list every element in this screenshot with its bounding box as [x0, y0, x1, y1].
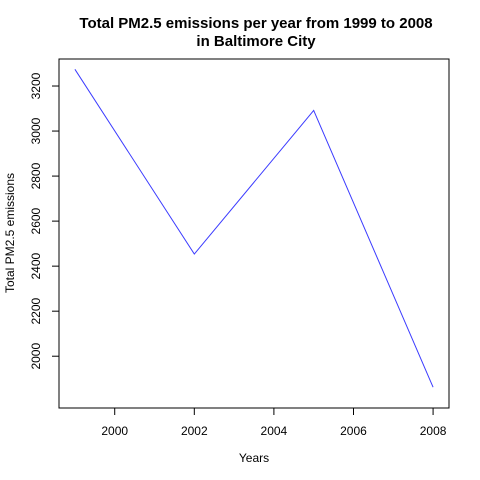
y-tick-label: 3200: [29, 72, 43, 99]
y-tick-label: 2400: [29, 252, 43, 279]
x-axis: 2000 2002 2004 2006 2008: [101, 408, 447, 438]
x-tick-label: 2006: [340, 424, 367, 438]
series-line: [74, 69, 434, 388]
y-tick-label: 2600: [29, 207, 43, 234]
plot-frame: [58, 58, 450, 409]
x-tick-label: 2000: [101, 424, 128, 438]
chart-subtitle: in Baltimore City: [196, 33, 316, 50]
x-tick-label: 2004: [261, 424, 288, 438]
series-layer: [74, 69, 434, 388]
x-tick-label: 2002: [181, 424, 208, 438]
y-tick-label: 3000: [29, 117, 43, 144]
x-axis-label: Years: [239, 451, 269, 465]
y-tick-label: 2000: [29, 343, 43, 370]
y-axis-label: Total PM2.5 emissions: [3, 173, 17, 293]
y-tick-label: 2800: [29, 162, 43, 189]
y-axis: 2000 2200 2400 2600 2800 3000 3200: [29, 72, 59, 370]
y-tick-label: 2200: [29, 298, 43, 325]
x-tick-label: 2008: [420, 424, 447, 438]
chart-title: Total PM2.5 emissions per year from 1999…: [79, 15, 432, 32]
